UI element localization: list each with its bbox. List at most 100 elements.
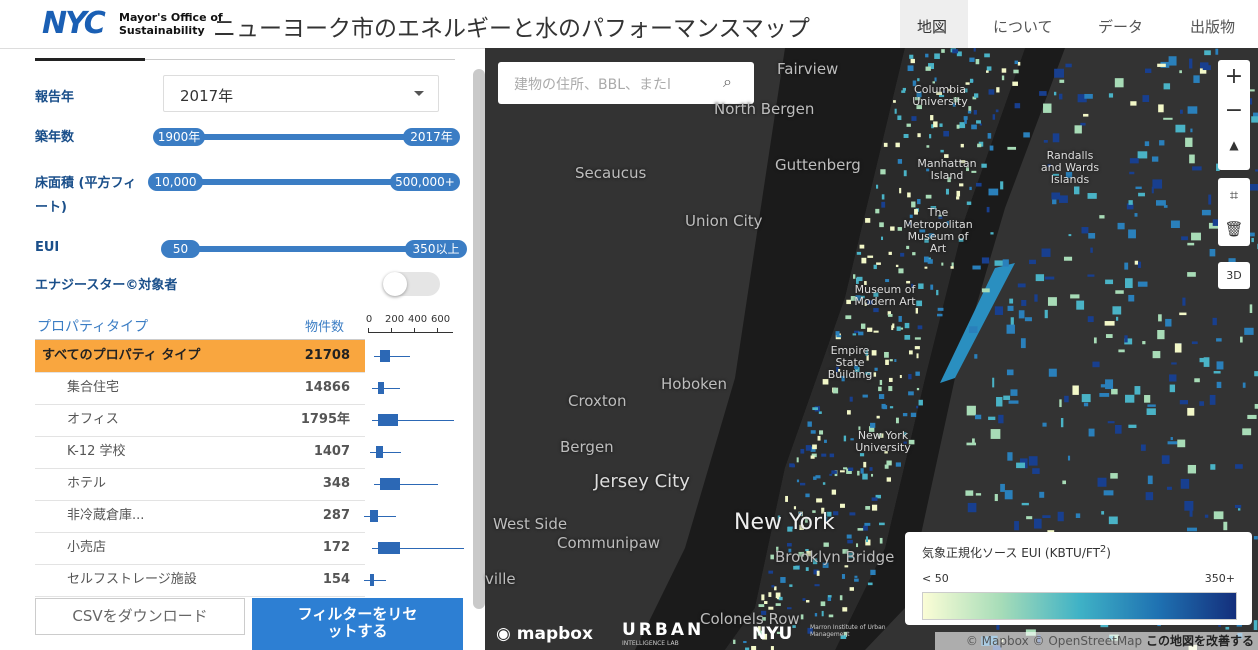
building[interactable]: [1115, 424, 1122, 434]
building[interactable]: [904, 322, 910, 329]
building[interactable]: [879, 537, 883, 544]
building[interactable]: [821, 453, 827, 457]
building[interactable]: [1114, 78, 1124, 88]
building[interactable]: [810, 455, 815, 459]
building[interactable]: [1017, 61, 1021, 66]
building[interactable]: [853, 274, 856, 279]
building[interactable]: [1087, 274, 1095, 277]
building[interactable]: [1044, 309, 1048, 319]
building[interactable]: [943, 130, 950, 137]
building[interactable]: [964, 117, 967, 124]
building[interactable]: [805, 600, 810, 603]
building[interactable]: [929, 134, 932, 139]
building[interactable]: [1076, 300, 1085, 310]
building[interactable]: [836, 366, 839, 373]
building[interactable]: [969, 78, 974, 83]
building[interactable]: [901, 90, 906, 93]
building[interactable]: [972, 265, 981, 270]
building[interactable]: [1115, 316, 1119, 321]
building[interactable]: [860, 295, 865, 299]
building[interactable]: [856, 276, 863, 282]
building[interactable]: [1059, 79, 1065, 83]
building[interactable]: [881, 403, 886, 409]
building[interactable]: [1026, 516, 1033, 520]
building[interactable]: [1216, 163, 1220, 171]
building[interactable]: [762, 633, 768, 640]
building[interactable]: [996, 396, 1003, 407]
building[interactable]: [796, 479, 800, 483]
building[interactable]: [968, 106, 972, 112]
building[interactable]: [916, 405, 919, 409]
building[interactable]: [1021, 502, 1029, 506]
building[interactable]: [799, 482, 806, 486]
building[interactable]: [858, 426, 861, 431]
search-icon[interactable]: ⌕: [723, 72, 732, 91]
building[interactable]: [1169, 384, 1176, 393]
building[interactable]: [977, 143, 982, 148]
building[interactable]: [1135, 186, 1142, 190]
building[interactable]: [839, 595, 843, 601]
building[interactable]: [1043, 103, 1052, 113]
building[interactable]: [1248, 89, 1255, 92]
building[interactable]: [1006, 369, 1014, 376]
building[interactable]: [1216, 381, 1222, 389]
building[interactable]: [870, 569, 876, 576]
building[interactable]: [1175, 124, 1186, 133]
building[interactable]: [958, 238, 964, 242]
building[interactable]: [1159, 140, 1165, 146]
building[interactable]: [959, 183, 964, 187]
building[interactable]: [886, 460, 892, 466]
building[interactable]: [941, 49, 945, 53]
building[interactable]: [909, 54, 914, 59]
building[interactable]: [1088, 233, 1096, 239]
building[interactable]: [1179, 400, 1188, 405]
building[interactable]: [1212, 219, 1220, 226]
trash[interactable]: 🗑: [1224, 220, 1244, 238]
building[interactable]: [1223, 521, 1228, 531]
building[interactable]: [824, 517, 828, 522]
building[interactable]: [917, 133, 921, 138]
building[interactable]: [1255, 169, 1258, 172]
building[interactable]: [1242, 428, 1252, 436]
building[interactable]: [893, 100, 896, 103]
building[interactable]: [1157, 63, 1166, 67]
draw-polygon[interactable]: ⌗: [1229, 186, 1239, 204]
building[interactable]: [789, 584, 793, 587]
building[interactable]: [926, 145, 930, 148]
building[interactable]: [1108, 516, 1118, 525]
building[interactable]: [981, 163, 987, 168]
building[interactable]: [1169, 374, 1177, 382]
zoom-in[interactable]: +: [1224, 64, 1244, 89]
building[interactable]: [1187, 464, 1197, 474]
building[interactable]: [1053, 91, 1057, 96]
building[interactable]: [845, 315, 852, 320]
zoom-out[interactable]: −: [1224, 98, 1244, 123]
building[interactable]: [1187, 106, 1198, 114]
building[interactable]: [894, 359, 897, 362]
building[interactable]: [996, 87, 1000, 93]
building[interactable]: [906, 123, 911, 127]
building[interactable]: [897, 115, 902, 121]
building[interactable]: [937, 313, 943, 317]
building[interactable]: [968, 326, 978, 333]
building[interactable]: [1203, 357, 1210, 367]
building[interactable]: [916, 91, 922, 98]
building[interactable]: [879, 379, 883, 386]
building[interactable]: [1062, 480, 1067, 485]
building[interactable]: [831, 470, 837, 474]
building[interactable]: [889, 359, 893, 362]
building[interactable]: [1157, 330, 1165, 340]
building[interactable]: [807, 421, 812, 427]
building[interactable]: [855, 278, 859, 285]
building[interactable]: [1213, 371, 1221, 374]
building[interactable]: [896, 326, 901, 331]
building[interactable]: [914, 209, 918, 215]
building[interactable]: [867, 300, 874, 305]
building[interactable]: [1035, 274, 1045, 282]
building[interactable]: [1138, 261, 1142, 268]
building[interactable]: [1117, 222, 1125, 230]
building[interactable]: [798, 512, 803, 516]
building[interactable]: [1068, 234, 1072, 237]
building[interactable]: [1194, 378, 1200, 383]
building[interactable]: [923, 256, 929, 263]
